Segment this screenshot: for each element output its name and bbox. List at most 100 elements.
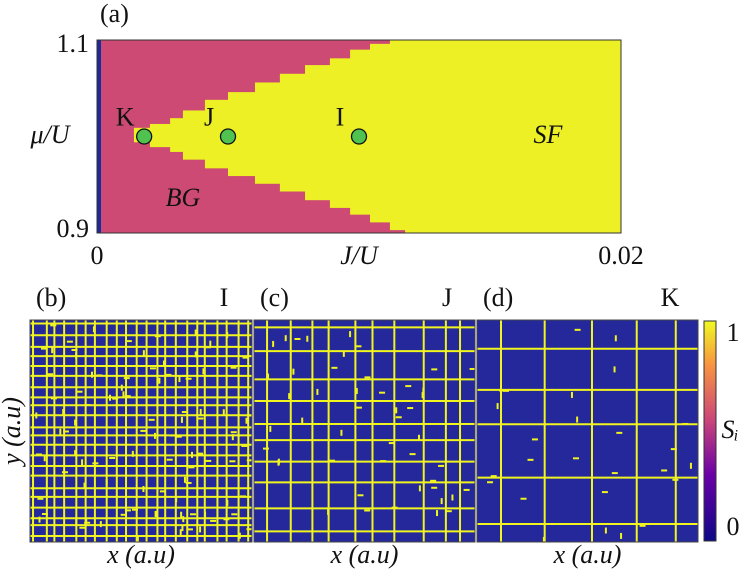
site-dash (186, 528, 193, 531)
x-axis-label: x (a.u) (330, 540, 399, 569)
site-dash (364, 376, 371, 379)
site-dash (272, 340, 275, 347)
site-dash (409, 453, 416, 456)
site-dash (542, 536, 545, 543)
site-dash (436, 510, 439, 517)
site-dash (574, 328, 581, 331)
site-dash (469, 367, 476, 370)
site-dash (294, 338, 301, 341)
site-dash (355, 406, 362, 409)
site-dash (327, 508, 330, 515)
site-dash (75, 352, 78, 359)
site-dash (222, 409, 225, 416)
site-dash (109, 457, 116, 460)
panel-point: I (220, 283, 229, 312)
site-dash (576, 416, 579, 423)
site-dash (199, 408, 202, 415)
site-dash (120, 513, 127, 516)
site-dash (166, 458, 173, 461)
point (219, 128, 237, 145)
site-dash (74, 419, 77, 426)
phase-label: BG (166, 183, 201, 212)
site-dash (502, 389, 509, 392)
site-dash (395, 407, 398, 414)
site-dash (81, 459, 84, 466)
site-map-background (477, 320, 698, 542)
site-dash (50, 324, 57, 327)
x-tick-label: 0 (91, 241, 104, 270)
site-dash (36, 453, 43, 456)
site-dash (153, 432, 156, 439)
site-dash (62, 409, 65, 416)
site-dash (209, 340, 212, 347)
phase-region (254, 82, 281, 184)
site-dash (241, 444, 248, 447)
site-dash (340, 429, 343, 436)
site-dash (183, 476, 186, 483)
site-dash (355, 345, 362, 348)
site-dash (269, 425, 272, 432)
site-dash (223, 518, 230, 521)
site-dash (85, 517, 88, 524)
site-dash (185, 481, 192, 484)
y-tick-label: 1.1 (57, 29, 90, 58)
site-dash (388, 442, 395, 445)
site-dash (76, 390, 83, 393)
site-dash (620, 532, 623, 539)
panel-label: (d) (483, 283, 513, 312)
site-dash (122, 391, 125, 398)
site-dash (169, 434, 176, 437)
site-dash (316, 388, 319, 395)
site-dash (175, 435, 182, 438)
site-dash (109, 394, 112, 401)
site-dash (422, 387, 425, 394)
site-dash (342, 350, 345, 357)
site-dash (242, 356, 249, 359)
phase-region (204, 99, 229, 169)
site-dash (231, 513, 238, 516)
site-dash (230, 366, 237, 369)
site-dash (197, 417, 204, 420)
site-dash (124, 509, 131, 512)
site-dash (79, 526, 86, 529)
site-dash (188, 466, 195, 469)
site-dash (364, 509, 371, 512)
site-dash (355, 387, 358, 394)
phase-region (170, 118, 184, 152)
site-dash (194, 329, 197, 336)
site-dash (205, 459, 212, 462)
site-dash (140, 429, 147, 432)
site-dash (431, 486, 438, 489)
site-dash (202, 368, 205, 375)
site-dash (661, 469, 668, 472)
site-dash (430, 479, 437, 482)
site-dash (182, 516, 185, 523)
site-dash (379, 391, 386, 394)
site-dash (125, 340, 132, 343)
site-dash (573, 457, 580, 460)
site-map-panel (253, 319, 476, 543)
site-dash (199, 526, 202, 533)
site-dash (181, 411, 188, 414)
site-dash (682, 422, 689, 425)
site-dash (112, 397, 119, 400)
point (136, 128, 153, 145)
site-dash (246, 459, 253, 462)
site-dash (395, 416, 402, 419)
site-dash (245, 417, 248, 424)
site-dash (43, 455, 46, 462)
site-dash (520, 497, 527, 500)
panel-frame (29, 319, 253, 543)
site-dash (277, 459, 280, 466)
site-dash (672, 478, 679, 481)
site-dash (288, 393, 291, 400)
site-dash (59, 428, 62, 435)
site-map-panel (29, 319, 253, 543)
phase-region (149, 123, 171, 148)
site-dash (41, 512, 48, 515)
site-dash (226, 331, 229, 338)
site-dash (175, 496, 178, 503)
site-dash (204, 346, 211, 349)
site-dash (131, 450, 134, 457)
site-dash (84, 404, 91, 407)
